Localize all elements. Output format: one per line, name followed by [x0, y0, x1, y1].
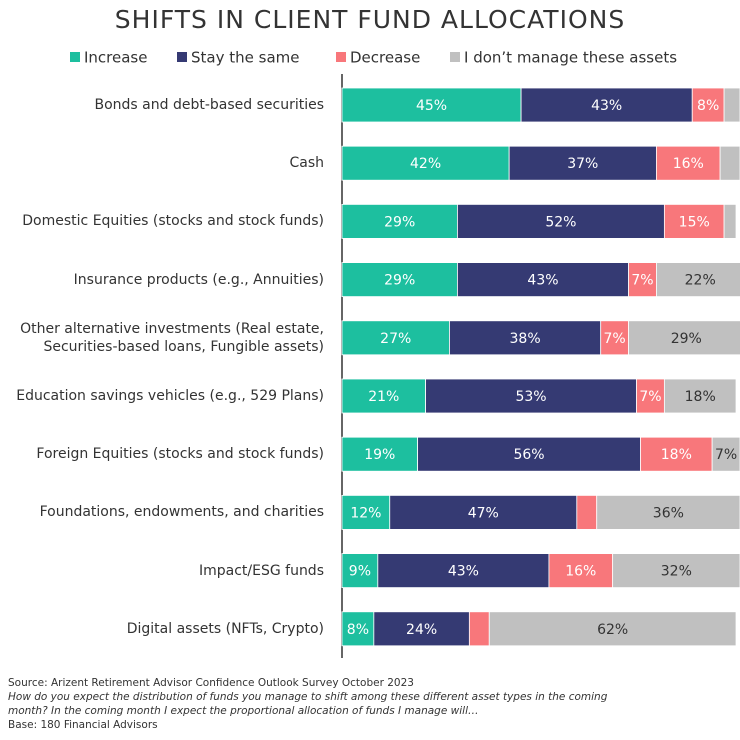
value-label: 43%	[527, 273, 558, 289]
value-label: 52%	[545, 214, 576, 230]
bar-segment	[600, 320, 629, 356]
value-label: 29%	[384, 273, 415, 289]
value-label: 43%	[448, 564, 479, 580]
value-label: 32%	[661, 564, 692, 580]
legend-label: Stay the same	[191, 49, 299, 67]
value-label: 9%	[349, 564, 371, 580]
bar-segment	[576, 494, 598, 530]
value-label: 47%	[468, 505, 499, 521]
bar-segment	[341, 553, 379, 588]
bar-segment	[663, 378, 737, 414]
note: How do you expect the distribution of fu…	[8, 691, 608, 717]
bar-segment	[341, 611, 375, 647]
category-label: Foreign Equities (stocks and stock funds…	[36, 446, 324, 463]
value-label: 36%	[653, 505, 684, 521]
value-label: 18%	[661, 447, 692, 463]
note: Base: 180 Financial Advisors	[8, 719, 158, 731]
value-label: 7%	[604, 331, 626, 347]
value-label: 15%	[679, 214, 710, 230]
value-label: 12%	[350, 505, 381, 521]
bar-segment	[636, 378, 665, 414]
category-label: Digital assets (NFTs, Crypto)	[126, 620, 324, 637]
bar-segment	[723, 203, 737, 239]
value-label: 19%	[364, 447, 395, 463]
bar-segment	[508, 145, 657, 181]
bar-segment	[612, 553, 740, 588]
legend-label: Increase	[84, 49, 147, 67]
legend-swatch	[450, 52, 460, 62]
bar-segment	[417, 436, 641, 472]
value-label: 22%	[685, 273, 716, 289]
bar-segment	[377, 553, 550, 588]
bar-segment	[341, 87, 522, 123]
bar-segment	[468, 611, 490, 647]
value-label: 16%	[565, 564, 596, 580]
value-label: 7%	[715, 447, 737, 463]
value-label: 16%	[673, 156, 704, 172]
bar-segment	[628, 320, 740, 356]
legend-swatch	[70, 52, 80, 62]
bar-segment	[640, 436, 713, 472]
category-label: Cash	[289, 155, 324, 172]
category-label: Domestic Equities (stocks and stock fund…	[22, 213, 324, 230]
value-label: 42%	[410, 156, 441, 172]
value-label: 29%	[384, 214, 415, 230]
value-label: 7%	[639, 389, 661, 405]
bar-segment	[656, 262, 740, 298]
bar-segment	[656, 145, 721, 181]
value-label: 56%	[513, 447, 544, 463]
bar-segment	[457, 203, 665, 239]
bar-segment	[341, 145, 510, 181]
legend-label: Decrease	[350, 49, 420, 67]
category-label: Impact/ESG funds	[198, 562, 324, 579]
note: Source: Arizent Retirement Advisor Confi…	[8, 677, 414, 689]
bar-segment	[341, 378, 426, 414]
category-label: Education savings vehicles (e.g., 529 Pl…	[16, 388, 324, 404]
value-label: 7%	[631, 273, 653, 289]
bar-segment	[691, 87, 725, 123]
bar-segment	[719, 145, 740, 181]
category-label: Other alternative investments (Real esta…	[20, 320, 324, 355]
chart-title: SHIFTS IN CLIENT FUND ALLOCATIONS	[115, 5, 625, 34]
bar-segment	[488, 611, 737, 647]
value-label: 45%	[416, 98, 447, 114]
value-label: 29%	[671, 331, 702, 347]
value-label: 24%	[406, 622, 437, 638]
value-label: 53%	[515, 389, 546, 405]
value-label: 27%	[380, 331, 411, 347]
bar-segment	[449, 320, 602, 356]
value-label: 8%	[697, 98, 719, 114]
value-label: 62%	[597, 622, 628, 638]
bar-segment	[663, 203, 725, 239]
value-label: 43%	[591, 98, 622, 114]
bar-segment	[341, 436, 419, 472]
value-label: 21%	[368, 389, 399, 405]
category-label: Insurance products (e.g., Annuities)	[73, 271, 324, 288]
value-label: 18%	[685, 389, 716, 405]
bar-segment	[723, 87, 740, 123]
legend-label: I don’t manage these assets	[464, 49, 677, 67]
category-label: Foundations, endowments, and charities	[39, 504, 324, 521]
value-label: 37%	[567, 156, 598, 172]
bar-segment	[520, 87, 693, 123]
legend-swatch	[177, 52, 187, 62]
bar-segment	[596, 494, 740, 530]
bar-segment	[457, 262, 629, 298]
value-label: 38%	[510, 331, 541, 347]
bar-segment	[425, 378, 637, 414]
legend-swatch	[336, 52, 346, 62]
value-label: 8%	[347, 622, 369, 638]
category-label: Bonds and debt-based securities	[94, 97, 324, 113]
bar-segment	[373, 611, 470, 647]
bar-segment	[341, 494, 391, 530]
bar-segment	[341, 203, 458, 239]
bar-segment	[711, 436, 740, 472]
